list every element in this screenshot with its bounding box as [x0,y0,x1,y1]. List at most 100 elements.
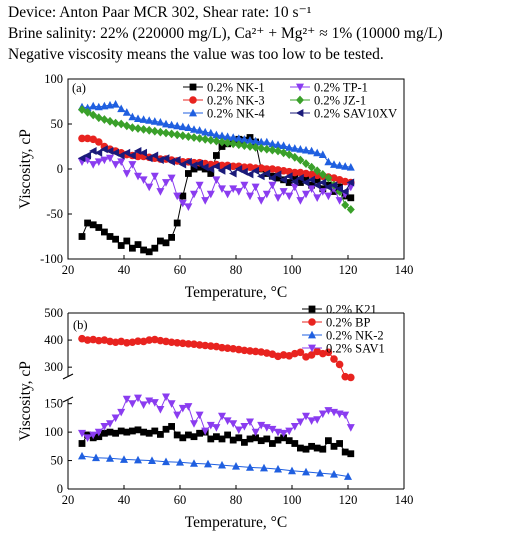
panel-a-data-point [206,128,215,137]
panel-b-axis-break-mark [62,373,74,403]
panel-a-legend-marker [296,95,304,105]
panel-b-data-point [190,433,198,441]
panel-a-y-tick-label: -100 [40,252,63,266]
panel-a-x-tick-label: 120 [339,263,358,277]
panel-b-data-point [178,404,187,413]
panel-b-data-point [140,428,147,436]
panel-b-data-point [296,348,305,357]
panel-a-data-point [285,179,293,186]
panel-b-data-point [252,434,259,442]
panel-a-data-point [307,146,316,155]
panel-a-data-point [139,115,148,123]
panel-a-data-point [162,179,170,187]
panel-a-data-point [117,104,126,113]
panel-a-data-point [195,159,203,168]
panel-a-data-point [190,133,198,142]
panel-a-data-point [162,239,170,247]
panel-a-data-point [257,197,266,205]
panel-a-data-point [302,145,310,154]
panel-a-data-point [206,190,215,199]
panel-b-data-point [269,440,276,447]
panel-a-data-point [251,136,260,145]
panel-b-data-point [201,427,210,436]
panel-a-data-point [218,143,226,150]
panel-a-legend-label: 0.2% JZ-1 [314,94,366,108]
panel-a-data-point [105,147,114,155]
panel-a-data-point [251,183,260,192]
panel-b-x-tick-label: 120 [339,493,358,507]
panel-a-data-point [245,170,254,179]
panel-b-y-tick-label: 150 [44,397,63,411]
panel-b-data-point [302,412,310,421]
panel-b-data-point [94,428,103,437]
panel-a-data-point [206,165,215,173]
panel-a-data-point [111,148,119,157]
panel-b-data-point [134,394,142,403]
panel-a-data-point [201,163,209,172]
panel-a-data-point [157,237,164,245]
panel-a-data-point [213,152,220,159]
panel-a-data-point [223,190,232,199]
panel-b-legend-marker [308,305,316,313]
panel-b-data-point [290,423,299,431]
panel-b-data-point [341,372,350,381]
panel-a-data-point [83,151,91,160]
panel-a-data-point [308,181,315,189]
panel-b-data-point [179,339,187,348]
panel-a-x-tick-label: 80 [230,263,243,277]
panel-a-data-point [167,120,176,129]
panel-b-data-point [297,444,304,452]
panel-a-data-point [296,155,305,165]
panel-b-data-point [246,347,254,355]
panel-a-data-point [262,169,271,178]
panel-a-data-point [285,192,294,201]
panel-a-data-point [178,122,187,131]
panel-a-data-point [145,183,154,192]
panel-b-data-point [330,355,338,363]
panel-b-legend-label: 0.2% BP [326,316,371,330]
panel-b-data-point [195,341,204,349]
panel-a-data-point [190,190,198,199]
panel-b-data-point [234,426,243,435]
panel-a-data-point [78,105,86,114]
panel-a-data-point [257,137,266,146]
panel-b-data-point [302,467,310,476]
panel-a-data-point [296,145,305,153]
panel-a-data-point [89,161,98,169]
panel-a-data-point [341,177,350,186]
panel-b-data-point [168,423,175,430]
panel-a-data-point [313,181,321,190]
panel-b-data-point [279,429,288,438]
panel-b-data-point [218,460,226,469]
panel-a-data-point [212,136,221,146]
panel-a-data-point [206,135,215,145]
panel-b-data-point [196,429,203,437]
panel-b-data-point [122,395,131,404]
panel-b-data-point [313,444,321,452]
panel-a-data-point [240,135,249,143]
panel-a-data-point [117,242,125,249]
panel-a-data-point [318,188,327,196]
panel-b-x-tick-label: 100 [283,493,302,507]
panel-b-data-point [207,342,215,350]
panel-a-data-point [324,192,333,201]
panel-a-data-point [100,145,108,154]
panel-a-data-point [290,144,299,152]
panel-b-data-point [190,340,198,348]
panel-b-data-point [106,454,114,462]
panel-a-label: (a) [72,81,86,95]
panel-a-data-point [196,163,203,171]
panel-b-data-point [324,348,333,357]
panel-a-data-point [335,197,344,205]
panel-a-data-point [84,219,91,227]
panel-a-data-point [257,172,265,181]
panel-b-data-point [213,433,220,441]
panel-a-data-point [122,148,131,157]
panel-b-data-point [195,411,204,420]
panel-a-data-point [111,100,120,108]
panel-b-legend-marker [308,344,316,353]
panel-a-data-point [329,181,338,190]
panel-b-data-point [156,405,165,414]
panel-b-data-point [95,336,103,345]
panel-b-data-point [346,424,355,432]
